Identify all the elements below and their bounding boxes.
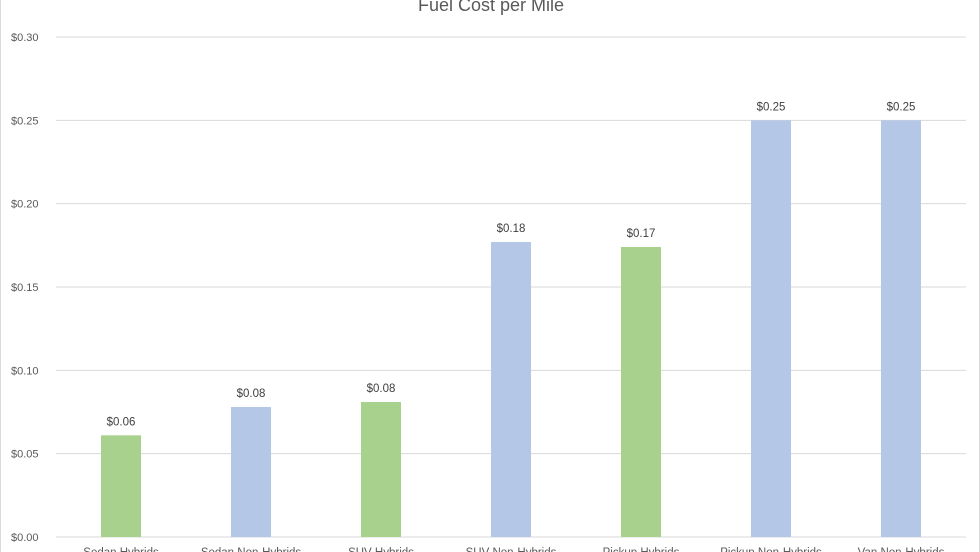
data-label: $0.08	[367, 383, 396, 395]
bar	[621, 247, 661, 537]
category-label: Pickup Non-Hybrids	[720, 547, 822, 552]
category-label: SUV Hybrids	[348, 547, 414, 552]
bar	[491, 242, 531, 537]
category-label: Pickup Hybrids	[603, 547, 680, 552]
bar	[881, 120, 921, 537]
chart-title: Fuel Cost per Mile	[417, 0, 565, 15]
data-label: $0.17	[627, 228, 656, 240]
data-label: $0.25	[887, 101, 916, 113]
y-tick-label: $0.25	[11, 115, 39, 127]
category-label: Sedan Non-Hybrids	[201, 547, 302, 552]
category-label: Sedan Hybrids	[83, 547, 159, 552]
y-tick-label: $0.30	[11, 32, 39, 44]
bar	[231, 407, 271, 537]
y-tick-label: $0.05	[11, 449, 39, 461]
bar	[101, 435, 141, 537]
category-label: SUV Non-Hybrids	[466, 547, 557, 552]
data-labels: $0.06 $0.08 $0.08 $0.18 $0.17 $0.25 $0.25	[107, 101, 916, 428]
y-tick-label: $0.20	[11, 199, 39, 211]
bars	[101, 120, 921, 537]
data-label: $0.25	[757, 101, 786, 113]
category-label: Van Non-Hybrids	[858, 547, 945, 552]
bar	[751, 120, 791, 537]
y-tick-label: $0.00	[11, 532, 39, 544]
bar	[361, 402, 401, 537]
y-tick-label: $0.15	[11, 282, 39, 294]
data-label: $0.08	[237, 388, 266, 400]
y-axis-ticks: $0.00 $0.05 $0.10 $0.15 $0.20 $0.25 $0.30	[11, 32, 39, 544]
category-labels: Sedan Hybrids Sedan Non-Hybrids SUV Hybrid…	[83, 547, 944, 552]
data-label: $0.18	[497, 223, 526, 235]
y-tick-label: $0.10	[11, 365, 39, 377]
data-label: $0.06	[107, 416, 136, 428]
